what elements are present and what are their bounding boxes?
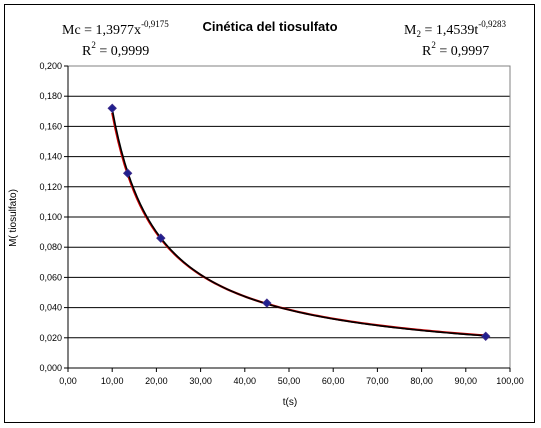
fit-2-lhs: M [404, 23, 417, 38]
fit-2-subscript: 2 [416, 29, 421, 39]
chart-frame [4, 4, 535, 423]
x-tick-label: 70,00 [366, 376, 389, 386]
data-point [156, 233, 166, 243]
x-tick-label: 90,00 [455, 376, 478, 386]
x-tick-label: 30,00 [189, 376, 212, 386]
y-tick-label: 0,080 [39, 242, 62, 252]
x-tick-label: 80,00 [410, 376, 433, 386]
x-tick-label: 10,00 [101, 376, 124, 386]
data-point [480, 331, 491, 341]
y-tick-label: 0,140 [39, 152, 62, 162]
x-tick-label: 20,00 [145, 376, 168, 386]
fit-1-exponent: -0,9175 [141, 19, 169, 29]
y-tick-label: 0,120 [39, 182, 62, 192]
x-tick-label: 0,00 [59, 376, 77, 386]
x-tick-label: 50,00 [278, 376, 301, 386]
data-point [107, 103, 117, 113]
y-axis-label: M( tiosulfato) [8, 189, 19, 247]
gridlines [68, 65, 510, 339]
fit-2-equation: M2 = 1,4539t-0,9283 [404, 19, 506, 39]
data-point [262, 298, 272, 308]
data-points [107, 103, 491, 341]
x-tick-label: 40,00 [234, 376, 257, 386]
chart-title: Cinética del tiosulfato [202, 19, 337, 34]
y-tick-label: 0,020 [39, 333, 62, 343]
y-tick-label: 0,160 [39, 121, 62, 131]
y-tick-label: 0,100 [39, 212, 62, 222]
fit-1-lhs: Mc = 1,3977x [62, 23, 141, 38]
fit-1-equation: Mc = 1,3977x-0,9175 [62, 19, 169, 38]
x-tick-label: 60,00 [322, 376, 345, 386]
trendlines [111, 108, 486, 337]
y-tick-label: 0,060 [39, 272, 62, 282]
y-tick-label: 0,200 [39, 61, 62, 71]
x-tick-label: 100,00 [496, 376, 524, 386]
fit-2-exponent: -0,9283 [478, 19, 506, 29]
y-tick-label: 0,180 [39, 91, 62, 101]
fit-1-r2: R2 = 0,9999 [82, 40, 149, 59]
fit-2-r2: R2 = 0,9997 [422, 40, 489, 59]
fit-2-mid: = 1,4539t [421, 23, 478, 38]
axes: 0,000 0,020 0,040 0,060 0,080 0,100 0,120 0,140… [39, 61, 523, 386]
trendline-2 [111, 108, 486, 337]
y-tick-label: 0,000 [39, 363, 62, 373]
data-point [122, 168, 133, 178]
trendline-1 [111, 112, 486, 337]
y-tick-label: 0,040 [39, 303, 62, 313]
x-axis-label: t(s) [283, 397, 297, 408]
